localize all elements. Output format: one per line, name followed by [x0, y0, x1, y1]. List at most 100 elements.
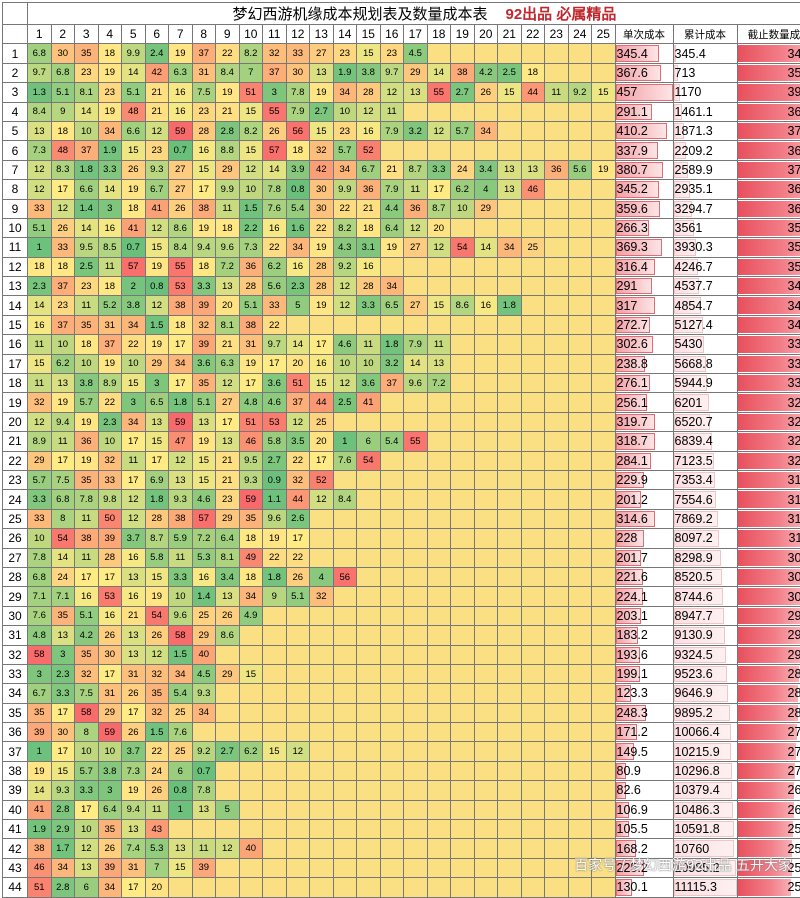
data-cell[interactable]: 18: [216, 218, 240, 237]
empty-cell[interactable]: [427, 432, 451, 451]
cumulative-cost-cell[interactable]: 10066.4: [673, 723, 737, 742]
data-cell[interactable]: 13: [427, 354, 451, 373]
empty-cell[interactable]: [545, 626, 569, 645]
empty-cell[interactable]: [427, 393, 451, 412]
data-cell[interactable]: 17: [263, 354, 287, 373]
empty-cell[interactable]: [545, 742, 569, 761]
data-cell[interactable]: 3.4: [216, 567, 240, 586]
empty-cell[interactable]: [333, 626, 357, 645]
single-cost-cell[interactable]: 284.1: [615, 451, 673, 470]
data-cell[interactable]: 2.7: [216, 742, 240, 761]
cumulative-cost-cell[interactable]: 5430: [673, 335, 737, 354]
empty-cell[interactable]: [451, 509, 475, 528]
empty-cell[interactable]: [545, 567, 569, 586]
data-cell[interactable]: 24: [51, 567, 75, 586]
empty-cell[interactable]: [380, 858, 404, 877]
empty-cell[interactable]: [498, 664, 522, 683]
data-cell[interactable]: 8.2: [239, 121, 263, 140]
data-cell[interactable]: 4.5: [404, 44, 428, 63]
single-cost-cell[interactable]: 171.2: [615, 723, 673, 742]
data-cell[interactable]: 13: [169, 470, 193, 489]
data-cell[interactable]: 33: [98, 470, 122, 489]
data-cell[interactable]: 5.6: [263, 277, 287, 296]
empty-cell[interactable]: [263, 839, 287, 858]
data-cell[interactable]: 22: [145, 742, 169, 761]
data-cell[interactable]: 22: [333, 199, 357, 218]
data-cell[interactable]: 2.5: [333, 393, 357, 412]
empty-cell[interactable]: [521, 626, 545, 645]
data-cell[interactable]: 59: [169, 412, 193, 431]
data-cell[interactable]: 26: [216, 606, 240, 625]
data-cell[interactable]: 8: [75, 723, 99, 742]
empty-cell[interactable]: [474, 277, 498, 296]
empty-cell[interactable]: [239, 645, 263, 664]
data-cell[interactable]: 6.7: [357, 160, 381, 179]
data-cell[interactable]: 9.7: [263, 335, 287, 354]
empty-cell[interactable]: [286, 315, 310, 334]
row-header[interactable]: 31: [3, 626, 28, 645]
data-cell[interactable]: 3: [98, 199, 122, 218]
data-cell[interactable]: 1.8: [380, 335, 404, 354]
single-cost-cell[interactable]: 149.5: [615, 742, 673, 761]
empty-cell[interactable]: [521, 121, 545, 140]
data-cell[interactable]: 9.2: [333, 257, 357, 276]
single-cost-cell[interactable]: 105.5: [615, 820, 673, 839]
empty-cell[interactable]: [357, 820, 381, 839]
empty-cell[interactable]: [310, 626, 334, 645]
data-cell[interactable]: 9.3: [169, 490, 193, 509]
empty-cell[interactable]: [380, 781, 404, 800]
empty-cell[interactable]: [404, 451, 428, 470]
data-cell[interactable]: 17: [286, 529, 310, 548]
average-cost-cell[interactable]: 314.8: [737, 490, 800, 509]
data-cell[interactable]: 7.5: [192, 83, 216, 102]
empty-cell[interactable]: [286, 761, 310, 780]
empty-cell[interactable]: [404, 606, 428, 625]
empty-cell[interactable]: [451, 587, 475, 606]
data-cell[interactable]: 9.3: [239, 470, 263, 489]
data-cell[interactable]: 6.2: [263, 257, 287, 276]
empty-cell[interactable]: [427, 412, 451, 431]
data-cell[interactable]: 15: [239, 664, 263, 683]
data-cell[interactable]: 13: [310, 63, 334, 82]
data-cell[interactable]: 12: [310, 490, 334, 509]
data-cell[interactable]: 52: [357, 141, 381, 160]
data-cell[interactable]: 19: [122, 781, 146, 800]
data-cell[interactable]: 7.5: [51, 470, 75, 489]
data-cell[interactable]: 2.5: [75, 257, 99, 276]
single-cost-cell[interactable]: 80.9: [615, 761, 673, 780]
data-cell[interactable]: 17: [51, 180, 75, 199]
empty-cell[interactable]: [451, 742, 475, 761]
empty-cell[interactable]: [521, 296, 545, 315]
empty-cell[interactable]: [380, 451, 404, 470]
data-cell[interactable]: 16: [357, 257, 381, 276]
data-cell[interactable]: 19: [145, 587, 169, 606]
empty-cell[interactable]: [216, 723, 240, 742]
empty-cell[interactable]: [286, 703, 310, 722]
row-header[interactable]: 26: [3, 529, 28, 548]
empty-cell[interactable]: [451, 432, 475, 451]
data-cell[interactable]: 16: [169, 83, 193, 102]
data-cell[interactable]: 8.1: [75, 83, 99, 102]
data-cell[interactable]: 7.1: [51, 587, 75, 606]
data-cell[interactable]: 15: [239, 102, 263, 121]
row-header[interactable]: 19: [3, 393, 28, 412]
data-cell[interactable]: 27: [169, 160, 193, 179]
average-cost-cell[interactable]: 288.6: [737, 664, 800, 683]
data-cell[interactable]: 9: [51, 102, 75, 121]
empty-cell[interactable]: [545, 509, 569, 528]
empty-cell[interactable]: [380, 742, 404, 761]
average-cost-cell[interactable]: 357.3: [737, 238, 800, 257]
data-cell[interactable]: 30: [310, 199, 334, 218]
data-cell[interactable]: 32: [310, 587, 334, 606]
data-cell[interactable]: 30: [286, 63, 310, 82]
empty-cell[interactable]: [474, 723, 498, 742]
cumulative-cost-cell[interactable]: 5127.4: [673, 315, 737, 334]
empty-cell[interactable]: [498, 858, 522, 877]
single-cost-cell[interactable]: 201.2: [615, 490, 673, 509]
data-cell[interactable]: 5.1: [239, 296, 263, 315]
data-cell[interactable]: 5.6: [568, 160, 592, 179]
data-cell[interactable]: 11: [28, 335, 52, 354]
data-cell[interactable]: 14: [75, 102, 99, 121]
empty-cell[interactable]: [545, 199, 569, 218]
empty-cell[interactable]: [427, 451, 451, 470]
